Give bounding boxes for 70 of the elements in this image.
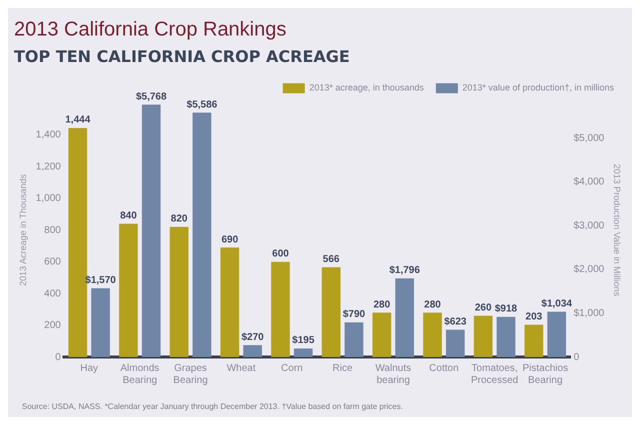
y2-tick-label: $1,000: [574, 308, 605, 319]
bar: [220, 248, 240, 357]
source-note: Source: USDA, NASS. *Calendar year January through December 2013. †Value based on farm gate prices.: [22, 402, 403, 412]
data-label: $270: [241, 332, 264, 343]
x-tick-label: Almonds Bearing: [120, 362, 160, 386]
bar: [395, 278, 414, 357]
bar: [474, 316, 493, 357]
data-label: $918: [494, 304, 518, 315]
bar: [294, 348, 313, 357]
y2-tick-label: $4,000: [574, 176, 605, 188]
bar: [423, 312, 442, 357]
bar: [372, 312, 392, 357]
data-label: $790: [342, 309, 366, 320]
y-tick-label: 0: [55, 352, 62, 363]
x-tick-label: Tomatoes, Processed: [470, 362, 518, 386]
y-tick-label: 200: [44, 320, 62, 332]
bar: [91, 288, 110, 357]
x-tick-label: Cotton: [429, 362, 459, 374]
y2-tick-label: $2,000: [574, 264, 605, 276]
bar: [446, 330, 465, 357]
data-label: 820: [170, 214, 188, 225]
data-label: 280: [424, 299, 442, 310]
data-label: $1,034: [541, 298, 572, 310]
x-tick-label: Walnuts bearing: [375, 362, 412, 386]
bar: [547, 312, 566, 357]
data-label: $623: [444, 316, 467, 328]
x-tick-label: Corn: [281, 362, 303, 374]
legend-label: 2013* value of production†, in millions: [462, 82, 614, 93]
x-tick-label: Grapes Bearing: [173, 362, 208, 386]
data-label: $5,768: [136, 91, 167, 102]
y2-axis-title: 2013 Production Value in Millions: [612, 164, 622, 297]
legend-label: 2013* acreage, in thousands: [309, 82, 424, 93]
y-tick-label: 1,400: [36, 130, 62, 141]
data-label: 280: [373, 299, 391, 310]
bar: [344, 322, 364, 357]
y2-tick-label: 0: [574, 352, 580, 363]
y-tick-label: 800: [44, 224, 62, 236]
y2-tick-label: $3,000: [574, 220, 605, 232]
bar: [243, 345, 262, 357]
data-label: 566: [322, 254, 340, 265]
data-label: 690: [221, 234, 239, 246]
bar: [142, 104, 161, 357]
bar: [322, 267, 341, 357]
data-label: $1,796: [389, 265, 420, 276]
y-tick-label: 1,000: [36, 193, 62, 204]
data-label: 1,444: [65, 114, 91, 126]
data-label: 260: [474, 302, 492, 314]
bar: [271, 262, 290, 357]
data-label: 203: [526, 312, 543, 323]
bar: [119, 224, 138, 357]
y-tick-label: 600: [44, 256, 62, 268]
x-tick-label: Hay: [80, 362, 98, 374]
y-tick-label: 400: [44, 288, 62, 300]
x-tick-label: Rice: [332, 362, 353, 374]
bar: [524, 324, 544, 357]
data-label: 840: [120, 210, 138, 222]
data-label: $5,586: [186, 99, 218, 110]
data-label: 600: [272, 248, 290, 260]
bar: [496, 316, 516, 357]
chart-title: 2013 California Crop Rankings: [14, 18, 286, 41]
bar: [68, 128, 88, 357]
x-tick-label: Pistachios Bearing: [522, 362, 568, 386]
y2-tick-label: $5,000: [574, 132, 605, 144]
y-tick-label: 1,200: [36, 161, 62, 172]
data-label: $195: [292, 335, 315, 346]
bar: [170, 226, 188, 357]
bar: [192, 112, 212, 357]
y-axis-title: 2013 Acreage in Thousands: [18, 174, 28, 286]
x-tick-label: Wheat: [226, 362, 256, 374]
chart-subtitle: TOP TEN CALIFORNIA CROP ACREAGE: [14, 46, 350, 66]
